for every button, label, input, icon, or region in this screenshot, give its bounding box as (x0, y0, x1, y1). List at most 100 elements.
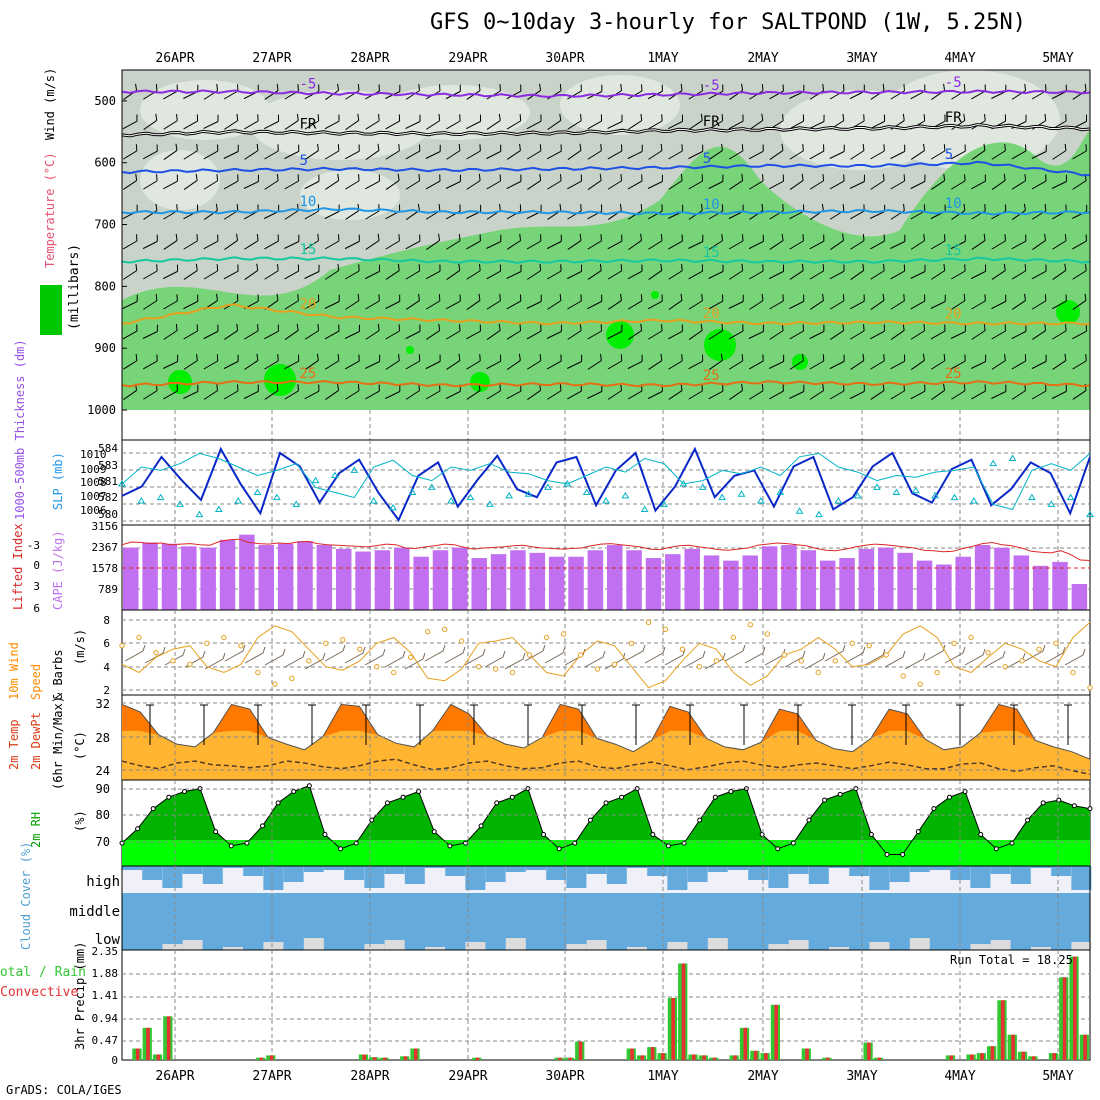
wind-barb-shaft (385, 360, 400, 370)
wind-barb-flag (943, 354, 946, 361)
wind-barb (546, 144, 562, 160)
wind-barb-shaft (870, 300, 885, 310)
wind-barb-flag (257, 324, 259, 331)
wind-barb (223, 204, 239, 220)
wind-barb-flag (902, 113, 905, 121)
wind-barb-flag (580, 84, 582, 92)
wind-barb (830, 233, 845, 250)
wind-barb-flag (843, 144, 845, 152)
wind-barb (526, 234, 542, 250)
wind-barb-flag (822, 293, 824, 301)
wind-barb-flag (1044, 294, 1047, 301)
wind-barb (870, 234, 885, 250)
thickness-tick: 581 (98, 475, 118, 488)
wind-barb-shaft (1032, 330, 1046, 340)
wind-barb-shaft (426, 330, 440, 340)
wind-barb-shaft (203, 360, 218, 370)
wind-barb-flag (276, 83, 279, 91)
wind-barb-shaft (163, 300, 178, 310)
cloud-high-bar (990, 866, 1011, 874)
wind-barb-shaft (910, 360, 925, 370)
wind-barb-shaft (648, 150, 663, 160)
wind-barb-flag (1025, 234, 1027, 242)
wind-barb (809, 293, 824, 310)
wind-barb-shaft (567, 390, 582, 400)
wind-barb-shaft (203, 121, 219, 129)
wind-barb (829, 144, 845, 159)
wind-barb-flag (701, 174, 704, 182)
wind-barb (890, 354, 906, 370)
wind-barb (506, 143, 521, 160)
wind-barb (203, 324, 219, 340)
wind-barb-flag (236, 294, 239, 301)
wind-barb (789, 204, 805, 220)
wind-barb (1072, 354, 1087, 370)
rh-bright-patch (264, 364, 296, 396)
wind-barb-shaft (951, 270, 966, 280)
wind-barb-shaft (527, 390, 541, 400)
slp-line (121, 446, 1091, 522)
precip-conv-bar (753, 1050, 758, 1060)
wind10m-label-d: (m/s) (73, 629, 87, 665)
wind-barb-flag (539, 173, 542, 181)
wind-barb (647, 294, 663, 310)
temp-tick: 24 (96, 764, 110, 778)
cape-bar (723, 560, 739, 610)
wind-barb (163, 174, 178, 190)
precip-tick: 0.47 (92, 1034, 119, 1047)
wind-barb-shaft (224, 240, 238, 250)
wind-barb-flag (621, 234, 623, 242)
wind-speed-point (577, 652, 584, 658)
wind-barb-flag (418, 264, 421, 271)
wind-barb-shaft (163, 270, 178, 280)
cape-tick: 2367 (92, 541, 119, 554)
wind-barb-flag (318, 84, 320, 92)
wind-barb-flag (822, 264, 825, 271)
wind-barb (344, 324, 360, 339)
wind-barb-flag (883, 144, 885, 152)
wind-barb (264, 383, 279, 400)
wind-barb (446, 263, 461, 280)
wind-barb-flag (418, 354, 421, 362)
wind-barb-flag (318, 384, 320, 392)
wind-barb (143, 264, 158, 280)
wind-barb-flag (337, 383, 340, 391)
temp-contour-label: 25 (945, 366, 962, 382)
wind-barb-flag (196, 234, 198, 241)
wind-barb-shaft (183, 360, 198, 370)
wind-barb-shaft (930, 330, 946, 340)
wind-barb-flag (397, 263, 400, 271)
wind-barb-shaft (365, 330, 380, 340)
wind-barb-flag (539, 144, 542, 151)
wind-barb-shaft (325, 390, 339, 400)
wind-barb-flag (499, 84, 501, 91)
wind-barb-flag (681, 354, 683, 361)
wind-barb-shaft (688, 241, 704, 249)
wind-barb-flag (357, 384, 360, 391)
temp-contour-label: 5 (299, 153, 307, 169)
wind-barb-flag (600, 114, 603, 122)
wind-barb-shaft (668, 180, 683, 190)
wind-barb (365, 323, 380, 340)
wind-barb-flag (196, 144, 198, 151)
wind-barb (1072, 83, 1087, 100)
wind-barb-shaft (849, 181, 865, 189)
wind-barb (688, 113, 703, 130)
wind-speed-point (560, 631, 567, 637)
wind-barb (628, 113, 643, 130)
slp-tick: 1008 (80, 476, 107, 489)
wind-barb-flag (358, 144, 360, 152)
wind-barb-shaft (910, 300, 926, 310)
wind-barb (627, 144, 643, 159)
temp-tick: 32 (96, 697, 110, 711)
wind-barb (325, 263, 340, 280)
rh-point (291, 788, 297, 794)
rh-point (665, 843, 671, 849)
wind-barb-flag (1084, 83, 1087, 91)
wind10m-barb (684, 650, 706, 668)
wind-speed-point (900, 673, 906, 679)
wind-barb-shaft (749, 300, 764, 310)
wind-barb-flag (1045, 264, 1047, 272)
wind-barb-shaft (506, 390, 522, 400)
wind-barb-shaft (223, 270, 239, 280)
